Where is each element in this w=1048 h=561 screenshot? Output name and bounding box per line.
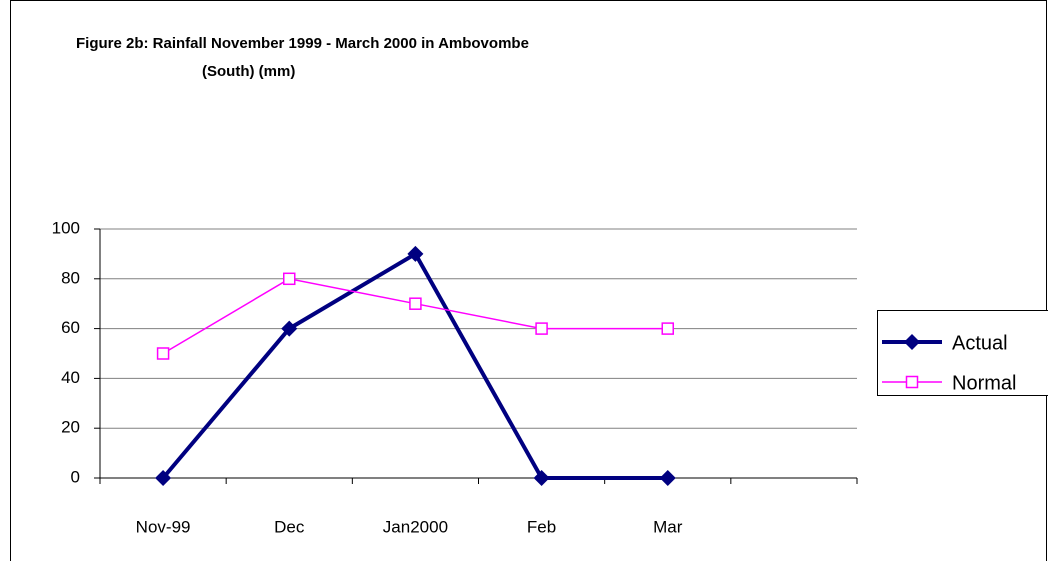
marker (659, 470, 676, 486)
chart-title: (South) (mm) (202, 63, 295, 80)
y-tick-label: 80 (61, 268, 80, 287)
x-tick-label: Nov-99 (136, 517, 191, 536)
legend-label: Actual (952, 332, 1008, 354)
marker (533, 470, 550, 486)
marker (281, 320, 298, 337)
y-tick-label: 100 (52, 218, 80, 237)
marker (409, 297, 422, 310)
marker (283, 272, 296, 286)
legend-marker (905, 375, 919, 389)
x-tick-label: Dec (274, 517, 305, 536)
marker (156, 347, 170, 360)
y-tick-label: 60 (61, 318, 80, 337)
legend-marker (904, 334, 920, 350)
y-tick-label: 40 (61, 368, 80, 387)
x-tick-label: Jan2000 (383, 517, 448, 536)
legend-label: Normal (952, 372, 1016, 394)
marker (155, 470, 172, 486)
y-tick-label: 20 (61, 418, 80, 437)
x-tick-label: Feb (527, 517, 556, 536)
x-tick-label: Mar (653, 517, 683, 536)
marker (407, 245, 424, 262)
marker (535, 322, 548, 335)
chart-title: Figure 2b: Rainfall November 1999 - Marc… (76, 35, 529, 52)
chart-frame (10, 0, 1047, 561)
y-tick-label: 0 (71, 467, 80, 486)
marker (661, 322, 674, 335)
